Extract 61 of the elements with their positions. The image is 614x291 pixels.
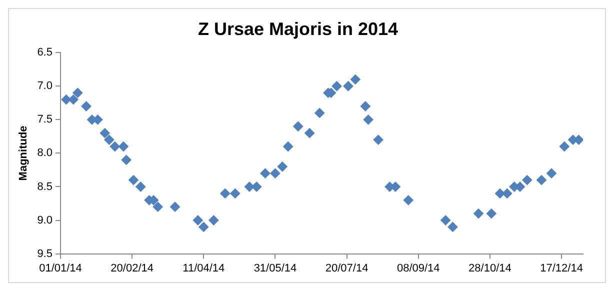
point	[136, 182, 146, 192]
point	[536, 175, 546, 186]
point	[373, 134, 384, 145]
point	[192, 215, 203, 226]
point	[332, 81, 342, 92]
point	[244, 182, 254, 192]
y-tick-label: 9.5	[37, 248, 52, 260]
point	[474, 208, 484, 219]
x-tick-label: 17/12/14	[540, 262, 583, 274]
y-tick-label: 7.0	[37, 80, 52, 92]
point	[360, 101, 370, 112]
point	[100, 128, 110, 138]
point	[252, 182, 262, 192]
point	[72, 88, 83, 98]
point	[81, 101, 92, 112]
point	[170, 202, 180, 212]
point	[104, 134, 114, 145]
point	[208, 215, 219, 226]
point	[270, 168, 280, 178]
point	[314, 108, 325, 118]
point	[230, 188, 240, 198]
point	[502, 188, 512, 198]
point	[220, 188, 230, 198]
y-axis-title: Magnitude	[18, 126, 30, 181]
x-tick-label: 20/02/14	[110, 262, 154, 274]
point	[559, 141, 570, 152]
y-tick-label: 7.5	[37, 114, 52, 126]
point	[486, 208, 496, 219]
point	[546, 168, 557, 178]
point	[68, 94, 78, 105]
point	[448, 222, 458, 232]
y-tick-label: 8.5	[37, 180, 52, 193]
chart-title: Z Ursae Majoris in 2014	[198, 18, 398, 39]
point	[343, 81, 354, 92]
point	[260, 168, 270, 178]
point	[293, 121, 304, 132]
x-tick-label: 31/05/14	[254, 262, 297, 274]
point	[110, 141, 120, 152]
point	[152, 202, 163, 212]
y-tick-label: 9.0	[37, 214, 52, 226]
point	[363, 114, 374, 125]
point	[128, 175, 138, 186]
x-tick-label: 08/09/14	[396, 262, 440, 274]
point	[198, 222, 209, 232]
point	[522, 175, 532, 186]
point	[61, 94, 72, 105]
point	[304, 128, 315, 138]
point	[118, 141, 128, 152]
x-tick-label: 20/07/14	[325, 262, 368, 274]
point	[494, 188, 505, 198]
point	[403, 195, 414, 206]
y-tick-label: 6.5	[37, 46, 52, 59]
x-tick-label: 01/01/14	[39, 262, 82, 274]
point	[350, 74, 360, 84]
point	[121, 154, 132, 165]
y-tick-label: 8.0	[37, 147, 52, 160]
x-tick-label: 11/04/14	[182, 262, 225, 274]
point	[283, 141, 294, 152]
point	[277, 162, 288, 172]
x-tick-label: 28/10/14	[468, 262, 512, 274]
point	[440, 215, 451, 226]
